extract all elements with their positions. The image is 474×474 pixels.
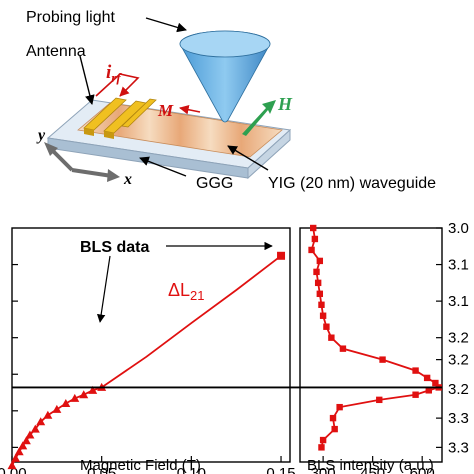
data-point: [308, 246, 315, 254]
right-y-tick-label: 3.2: [448, 381, 469, 398]
data-point: [423, 374, 431, 382]
data-point: [310, 224, 317, 232]
data-point: [412, 391, 419, 398]
bls-data-arrow-down: [96, 255, 111, 323]
right-chart: 300 450 600 3.0 3.1 3.1 3.2 3.2 3.2 3.3 3.3 BLS i…: [299, 220, 469, 474]
delta-l21-annotation: ΔL21: [168, 280, 205, 303]
data-point: [36, 417, 46, 426]
m-label: M: [157, 101, 174, 120]
data-point: [329, 414, 337, 422]
m-arrow: [179, 104, 201, 115]
right-series: [308, 224, 442, 451]
left-series: [7, 251, 286, 470]
data-point: [376, 396, 383, 404]
antenna-bar-1-side: [84, 128, 94, 136]
data-point: [379, 356, 386, 363]
data-point: [88, 385, 98, 394]
data-point: [318, 444, 325, 451]
yig-pointer: [227, 145, 269, 171]
right-y-ticks: 3.0 3.1 3.1 3.2 3.2 3.2 3.3 3.3: [436, 220, 469, 456]
probing-light-label: Probing light: [26, 9, 116, 26]
data-point: [328, 334, 335, 341]
left-x-tick-label: 0.05: [87, 465, 116, 474]
ggg-label: GGG: [196, 175, 233, 192]
probing-light-pointer: [145, 17, 187, 33]
data-point: [43, 410, 53, 419]
data-point: [331, 425, 338, 433]
right-y-tick-label: 3.0: [448, 220, 469, 237]
data-point: [319, 436, 327, 444]
right-y-tick-label: 3.1: [448, 257, 469, 274]
data-point: [25, 430, 35, 439]
data-point: [79, 390, 89, 399]
data-point: [313, 268, 320, 276]
x-axis-label: x: [123, 171, 132, 188]
yig-label: YIG (20 nm) waveguide: [268, 175, 436, 192]
probe-cone-top: [179, 30, 271, 58]
left-x-ticks: 0.00 0.05 0.10 0.15: [0, 456, 296, 474]
data-point: [11, 453, 21, 462]
right-y-tick-label: 3.2: [448, 352, 469, 369]
i-rf-label: irf: [106, 62, 122, 85]
right-x-ticks: 300 450 600: [311, 456, 435, 474]
bls-data-annotation: BLS data: [80, 239, 149, 256]
left-y-ticks: [12, 263, 18, 448]
x-axis-head: [107, 169, 120, 182]
i-rf-arrow: [95, 73, 140, 97]
data-point: [339, 345, 347, 352]
h-arrow: [242, 100, 276, 136]
data-point: [21, 436, 31, 445]
left-x-tick-label: 0.00: [0, 465, 27, 474]
data-point: [314, 279, 322, 287]
y-axis-label: y: [36, 127, 46, 144]
data-point: [61, 399, 71, 407]
left-plot-frame: [11, 227, 291, 463]
right-y-tick-label: 3.1: [448, 293, 469, 310]
right-x-tick-label: 300: [311, 465, 336, 474]
data-point: [316, 257, 324, 265]
right-x-axis-title: BLS intensity (a.u.): [307, 457, 434, 474]
right-y-tick-label: 3.3: [448, 439, 469, 456]
data-point: [432, 379, 439, 387]
data-point: [18, 441, 28, 450]
h-label: H: [277, 94, 293, 114]
y-axis-head: [44, 142, 58, 156]
data-point: [336, 403, 343, 411]
series-line: [11, 386, 102, 467]
ggg-substrate-end: [247, 128, 291, 180]
data-point: [319, 312, 327, 319]
antenna-bar-2-side: [104, 131, 114, 139]
data-point: [52, 404, 62, 413]
data-point: [316, 290, 324, 298]
left-chart: 0.00 0.05 0.10 0.15 Magnetic Field (T) BLS …: [0, 227, 296, 474]
left-x-axis-title: Magnetic Field (T): [80, 457, 201, 474]
x-axis-arrow: [71, 168, 113, 178]
antenna-bar-1: [83, 97, 127, 131]
antenna-bar-3: [121, 98, 157, 128]
left-x-tick-label: 0.15: [266, 465, 295, 474]
right-x-tick-label: 600: [410, 465, 435, 474]
data-point: [14, 447, 24, 456]
data-point: [70, 393, 80, 402]
data-point: [323, 323, 330, 330]
left-x-tick-label: 0.10: [177, 465, 206, 474]
right-y-tick-label: 3.2: [448, 330, 469, 347]
antenna-label: Antenna: [26, 43, 86, 60]
antenna-pointer: [79, 55, 95, 105]
data-point: [311, 235, 319, 243]
data-point: [318, 301, 325, 308]
data-point: [425, 387, 432, 394]
ggg-pointer: [139, 156, 187, 177]
right-y-tick-label: 3.3: [448, 410, 469, 427]
right-plot-frame: [299, 227, 443, 463]
data-point: [412, 367, 419, 374]
series-line: [101, 255, 282, 389]
schematic: Probing light Antenna irf M H y x GGG YI…: [26, 9, 436, 192]
right-x-tick-label: 450: [360, 465, 385, 474]
data-point: [30, 424, 40, 433]
data-point: [7, 461, 17, 470]
data-point: [277, 251, 286, 260]
